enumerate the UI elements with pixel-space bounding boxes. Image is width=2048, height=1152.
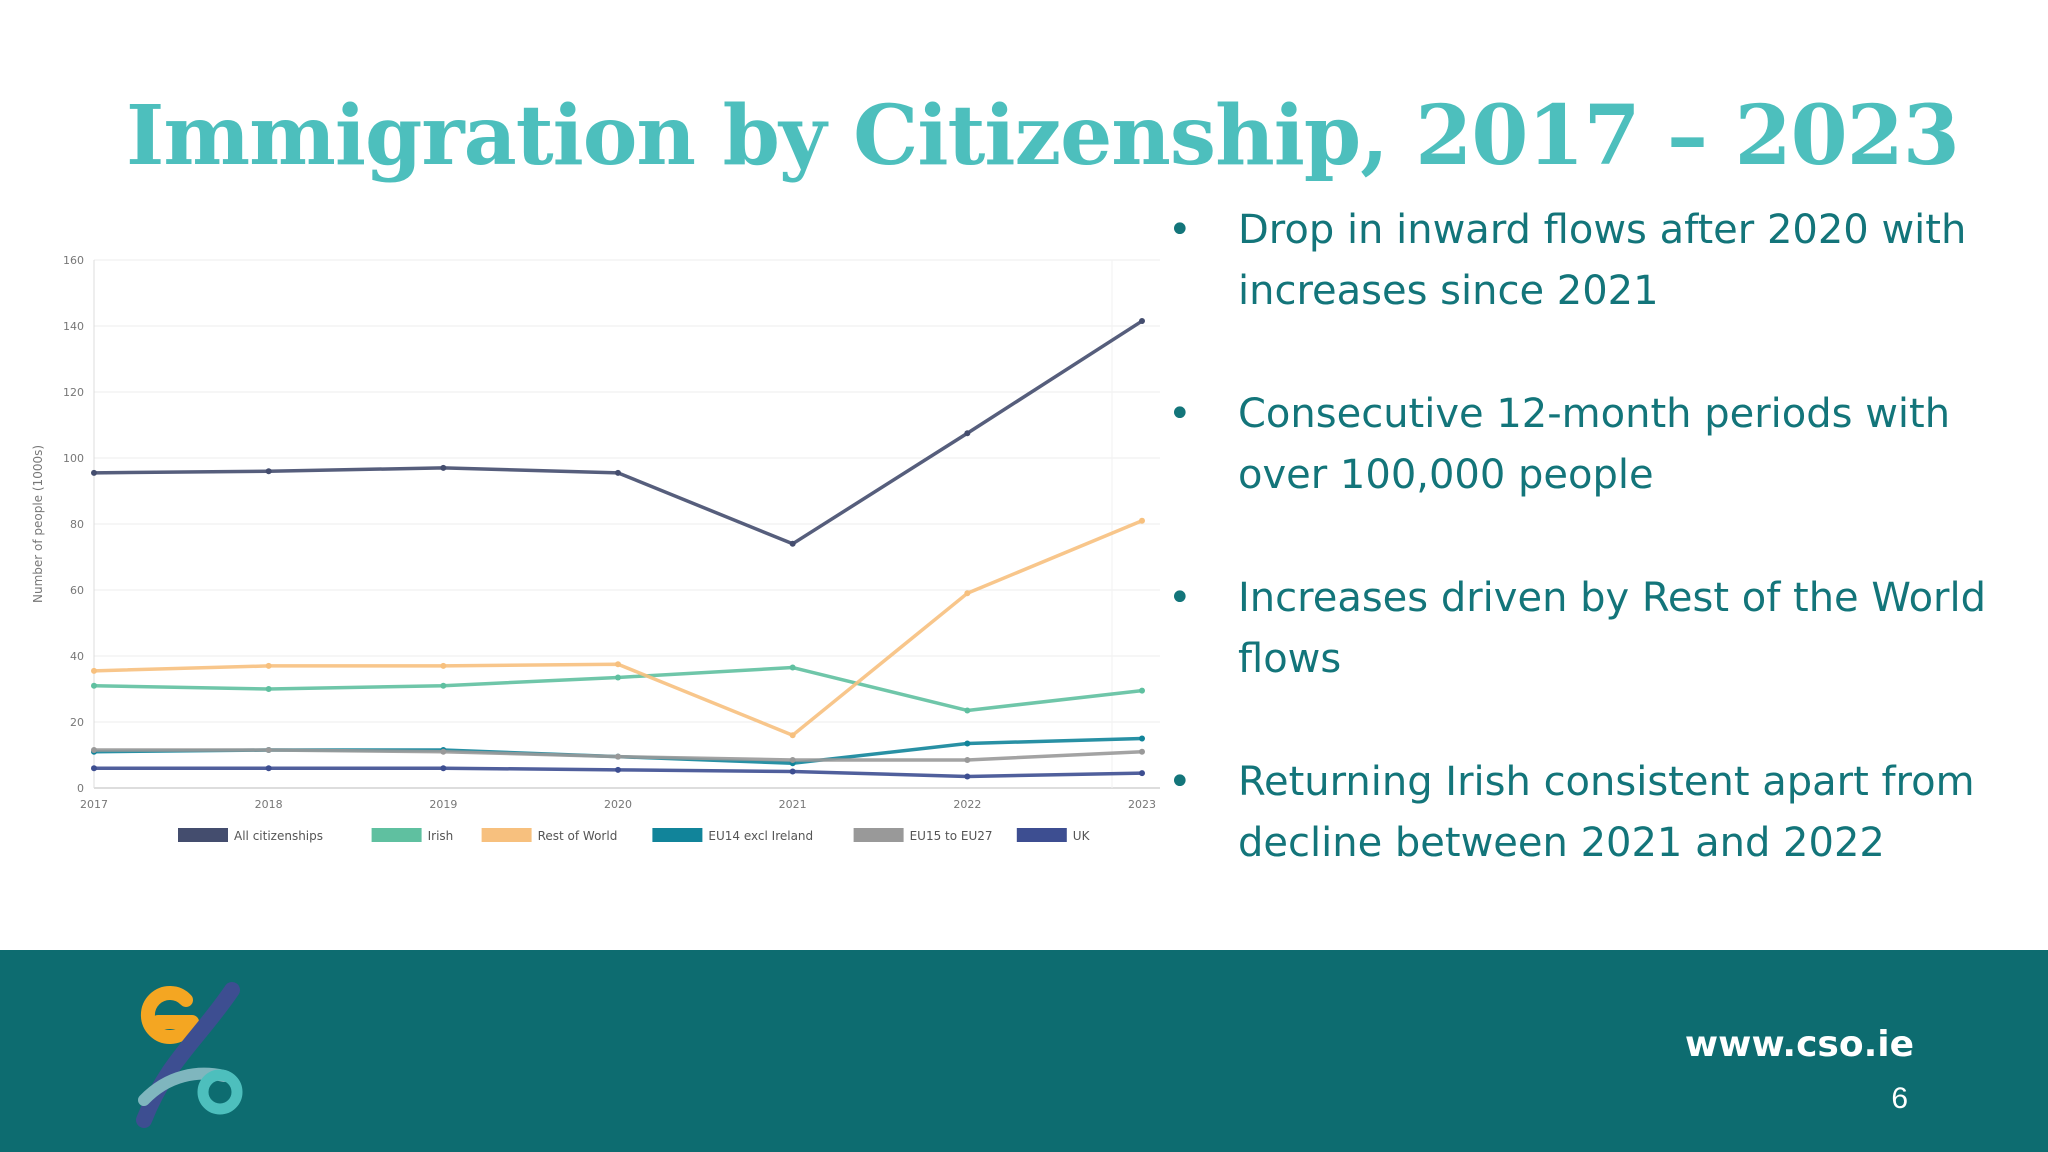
data-point: [1139, 770, 1145, 777]
x-tick-label: 2022: [953, 798, 981, 811]
data-point: [615, 753, 621, 760]
y-tick-label: 160: [63, 254, 84, 267]
legend-label: All citizenships: [234, 829, 323, 843]
series-line: [93, 319, 1143, 546]
legend-swatch: [481, 828, 532, 842]
data-point: [964, 773, 971, 780]
data-point: [440, 464, 447, 471]
data-point: [1139, 318, 1145, 325]
y-tick-label: 80: [70, 518, 84, 531]
y-tick-label: 140: [63, 320, 84, 333]
x-tick-label: 2017: [80, 798, 108, 811]
legend-swatch: [1016, 828, 1067, 842]
x-tick-label: 2021: [779, 798, 807, 811]
x-tick-label: 2019: [429, 798, 457, 811]
data-point: [789, 664, 796, 671]
data-point: [440, 662, 447, 669]
data-point: [265, 765, 272, 772]
data-point: [1139, 517, 1145, 524]
data-point: [265, 747, 272, 754]
legend-swatch: [853, 828, 904, 842]
data-point: [91, 469, 97, 476]
legend-swatch: [178, 828, 228, 842]
legend-swatch: [371, 828, 422, 842]
footer-url: www.cso.ie: [1684, 1024, 1914, 1065]
data-point: [615, 766, 621, 773]
legend-label: Rest of World: [538, 829, 618, 843]
y-tick-label: 20: [70, 716, 84, 729]
data-point: [789, 540, 796, 547]
data-point: [789, 768, 796, 775]
data-point: [789, 732, 796, 739]
y-tick-label: 100: [63, 452, 84, 465]
bullet-item: Increases driven by Rest of the World fl…: [1168, 568, 2028, 690]
data-point: [1139, 687, 1145, 694]
data-point: [964, 430, 971, 437]
data-point: [91, 682, 97, 689]
y-tick-label: 120: [63, 386, 84, 399]
series-line: [93, 665, 1143, 713]
legend-label: UK: [1073, 829, 1091, 843]
data-point: [964, 740, 971, 747]
data-point: [615, 661, 621, 668]
legend-swatch: [652, 828, 703, 842]
data-point: [964, 707, 971, 714]
data-point: [440, 765, 447, 772]
immigration-line-chart: 0 20 40 60 80 100 120 140 160 2017 2018 2019 2020 202…: [20, 240, 1180, 870]
legend-label: EU15 to EU27: [910, 829, 993, 843]
x-tick-label: 2020: [604, 798, 632, 811]
y-axis-label: Number of people (1000s): [31, 445, 45, 603]
data-point: [615, 674, 621, 681]
bullet-item: Drop in inward flows after 2020 with inc…: [1168, 200, 2028, 322]
data-point: [91, 667, 97, 674]
series-line: [93, 519, 1143, 737]
x-tick-label: 2018: [255, 798, 283, 811]
bullet-item: Consecutive 12-month periods with over 1…: [1168, 384, 2028, 506]
y-tick-label: 0: [77, 782, 84, 795]
slide-title: Immigration by Citizenship, 2017 – 2023: [126, 88, 1960, 184]
data-point: [91, 765, 97, 772]
data-point: [265, 468, 272, 475]
data-point: [91, 747, 97, 754]
data-point: [440, 748, 447, 755]
bullet-list: Drop in inward flows after 2020 with inc…: [1168, 200, 2028, 936]
page-number: 6: [1891, 1082, 1908, 1115]
legend-label: Irish: [428, 829, 454, 843]
data-point: [1139, 735, 1145, 742]
bullet-item: Returning Irish consistent apart from de…: [1168, 752, 2028, 874]
data-point: [964, 756, 971, 763]
data-point: [615, 469, 621, 476]
y-tick-label: 60: [70, 584, 84, 597]
x-tick-label: 2023: [1128, 798, 1156, 811]
footer-bar: [0, 950, 2048, 1152]
data-point: [789, 756, 796, 763]
data-point: [265, 662, 272, 669]
chart-svg: 0 20 40 60 80 100 120 140 160 2017 2018 2019 2020 202…: [31, 254, 1160, 843]
cso-logo-icon: [136, 982, 243, 1128]
legend-label: EU14 excl Ireland: [708, 829, 813, 843]
data-point: [964, 590, 971, 597]
data-point: [265, 686, 272, 692]
data-point: [1139, 748, 1145, 755]
data-point: [440, 682, 447, 689]
y-tick-label: 40: [70, 650, 84, 663]
